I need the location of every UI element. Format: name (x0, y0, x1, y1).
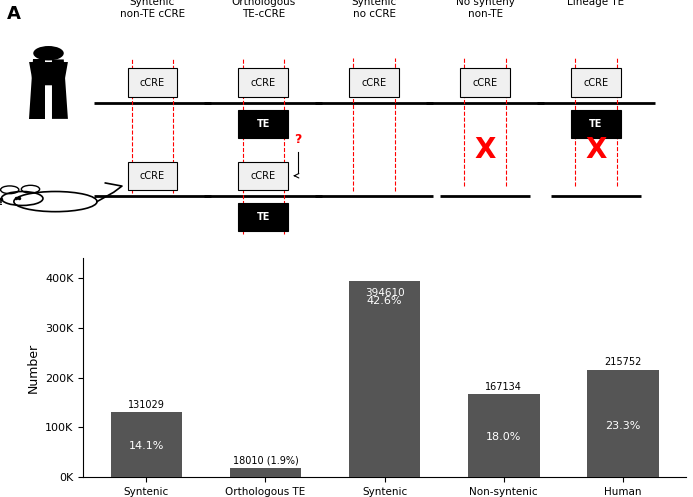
Bar (128, 69, 177, 97)
Text: cCRE: cCRE (140, 171, 165, 181)
Text: 23.3%: 23.3% (605, 420, 640, 430)
Text: 167134: 167134 (485, 382, 523, 392)
Text: 42.6%: 42.6% (367, 296, 403, 306)
Bar (111, 412, 182, 477)
Bar (571, 69, 621, 97)
Text: A: A (7, 5, 21, 23)
Bar (587, 370, 658, 477)
Text: cCRE: cCRE (251, 78, 276, 87)
Text: cCRE: cCRE (362, 78, 387, 87)
Text: TE: TE (256, 119, 270, 129)
Bar (349, 281, 421, 477)
Text: No synteny
non-TE: No synteny non-TE (456, 0, 514, 19)
Text: Orthologous
TE-cCRE: Orthologous TE-cCRE (231, 0, 295, 19)
Text: Syntenic
non-TE cCRE: Syntenic non-TE cCRE (120, 0, 185, 19)
Text: ?: ? (295, 133, 302, 146)
Polygon shape (29, 60, 45, 119)
Bar (460, 69, 510, 97)
Text: cCRE: cCRE (140, 78, 165, 87)
Text: 18010 (1.9%): 18010 (1.9%) (233, 456, 299, 466)
Bar (349, 69, 399, 97)
Bar (238, 203, 288, 231)
Text: TE: TE (256, 212, 270, 222)
Text: TE: TE (589, 119, 603, 129)
Text: 215752: 215752 (604, 357, 642, 367)
Text: X: X (586, 136, 606, 164)
Bar (571, 110, 621, 138)
Text: cCRE: cCRE (473, 78, 498, 87)
Bar (229, 468, 301, 477)
Bar (238, 162, 288, 190)
Bar (468, 394, 540, 477)
Bar (238, 110, 288, 138)
Text: Lineage TE: Lineage TE (568, 0, 624, 7)
Bar (128, 162, 177, 190)
Polygon shape (29, 62, 68, 85)
Text: X: X (475, 136, 495, 164)
Text: cCRE: cCRE (251, 171, 276, 181)
Ellipse shape (33, 46, 64, 61)
Text: 18.0%: 18.0% (486, 432, 521, 442)
Text: cCRE: cCRE (584, 78, 608, 87)
Y-axis label: Number: Number (26, 343, 40, 393)
Polygon shape (52, 60, 68, 119)
Text: 14.1%: 14.1% (129, 441, 164, 451)
Bar (238, 69, 288, 97)
Text: Syntenic
no cCRE: Syntenic no cCRE (351, 0, 397, 19)
Text: 394610: 394610 (365, 288, 405, 299)
Text: 131029: 131029 (128, 400, 165, 410)
